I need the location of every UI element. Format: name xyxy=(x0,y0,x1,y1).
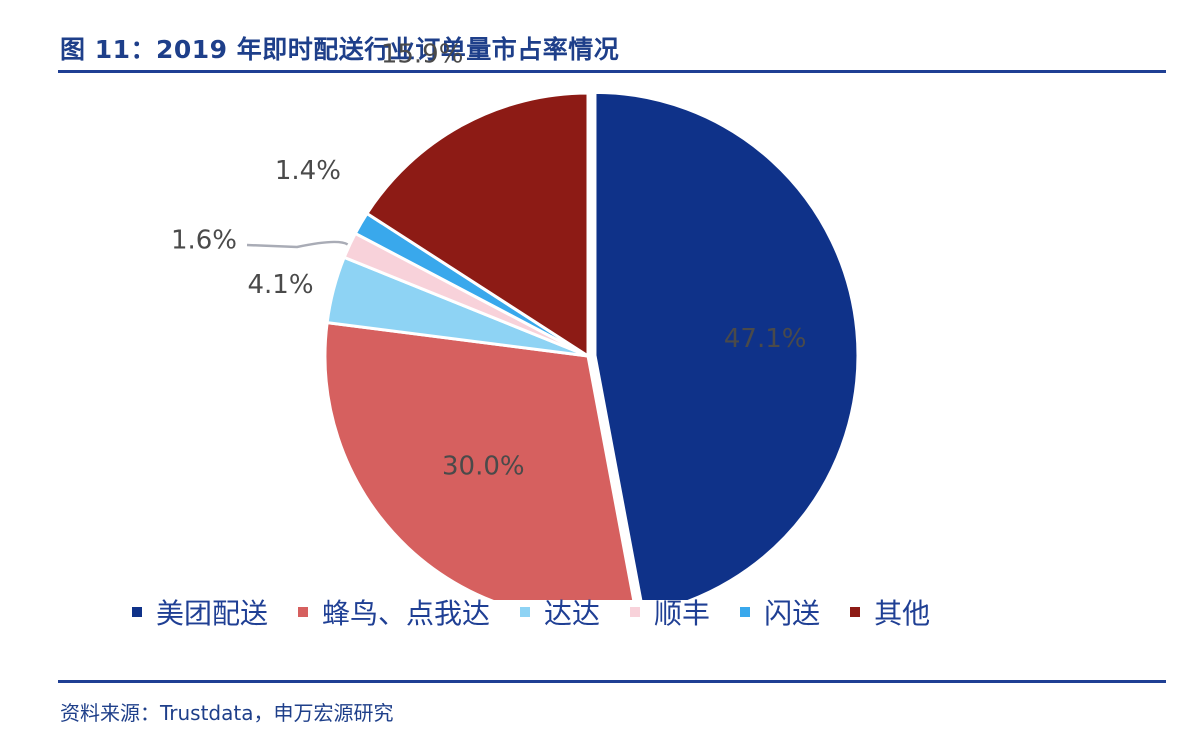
data-label-3: 4.1% xyxy=(247,270,313,300)
leader-line-4 xyxy=(246,240,349,249)
legend-item-2: 蜂鸟、点我达 xyxy=(298,592,490,632)
data-label-1: 47.1% xyxy=(724,324,807,354)
chart-legend: 美团配送 蜂鸟、点我达 达达 顺丰 闪送 其他 xyxy=(132,592,960,632)
legend-label-6: 其他 xyxy=(874,597,931,630)
source-note: 资料来源：Trustdata，申万宏源研究 xyxy=(60,701,394,725)
legend-label-3: 达达 xyxy=(544,597,601,630)
pie-slice-6 xyxy=(365,91,590,358)
legend-item-6: 其他 xyxy=(850,592,930,632)
legend-item-1: 美团配送 xyxy=(132,592,268,632)
pie-chart: 47.1% 30.0% 4.1% 1.6% 1.4% 15.9% xyxy=(171,40,860,600)
legend-swatch-4 xyxy=(630,607,641,617)
legend-label-5: 闪送 xyxy=(764,597,821,630)
legend-swatch-3 xyxy=(520,607,531,617)
legend-swatch-6 xyxy=(850,607,861,617)
legend-label-1: 美团配送 xyxy=(156,597,269,630)
legend-item-5: 闪送 xyxy=(740,592,820,632)
pie-slice-1 xyxy=(593,90,860,600)
figure-title: 图 11：2019 年即时配送行业订单量市占率情况 xyxy=(60,35,620,64)
legend-item-4: 顺丰 xyxy=(630,592,710,632)
legend-swatch-2 xyxy=(298,607,309,617)
data-label-2: 30.0% xyxy=(442,451,525,481)
footer-divider xyxy=(58,680,1166,683)
data-label-5: 1.4% xyxy=(275,156,341,186)
data-label-4: 1.6% xyxy=(171,226,237,256)
legend-label-4: 顺丰 xyxy=(654,597,711,630)
pie-slice-2 xyxy=(323,321,636,600)
data-label-6: 15.9% xyxy=(381,40,464,70)
title-divider xyxy=(58,70,1166,73)
legend-swatch-1 xyxy=(132,607,142,617)
legend-item-3: 达达 xyxy=(520,592,600,632)
legend-swatch-5 xyxy=(740,607,751,617)
legend-label-2: 蜂鸟、点我达 xyxy=(322,597,491,630)
